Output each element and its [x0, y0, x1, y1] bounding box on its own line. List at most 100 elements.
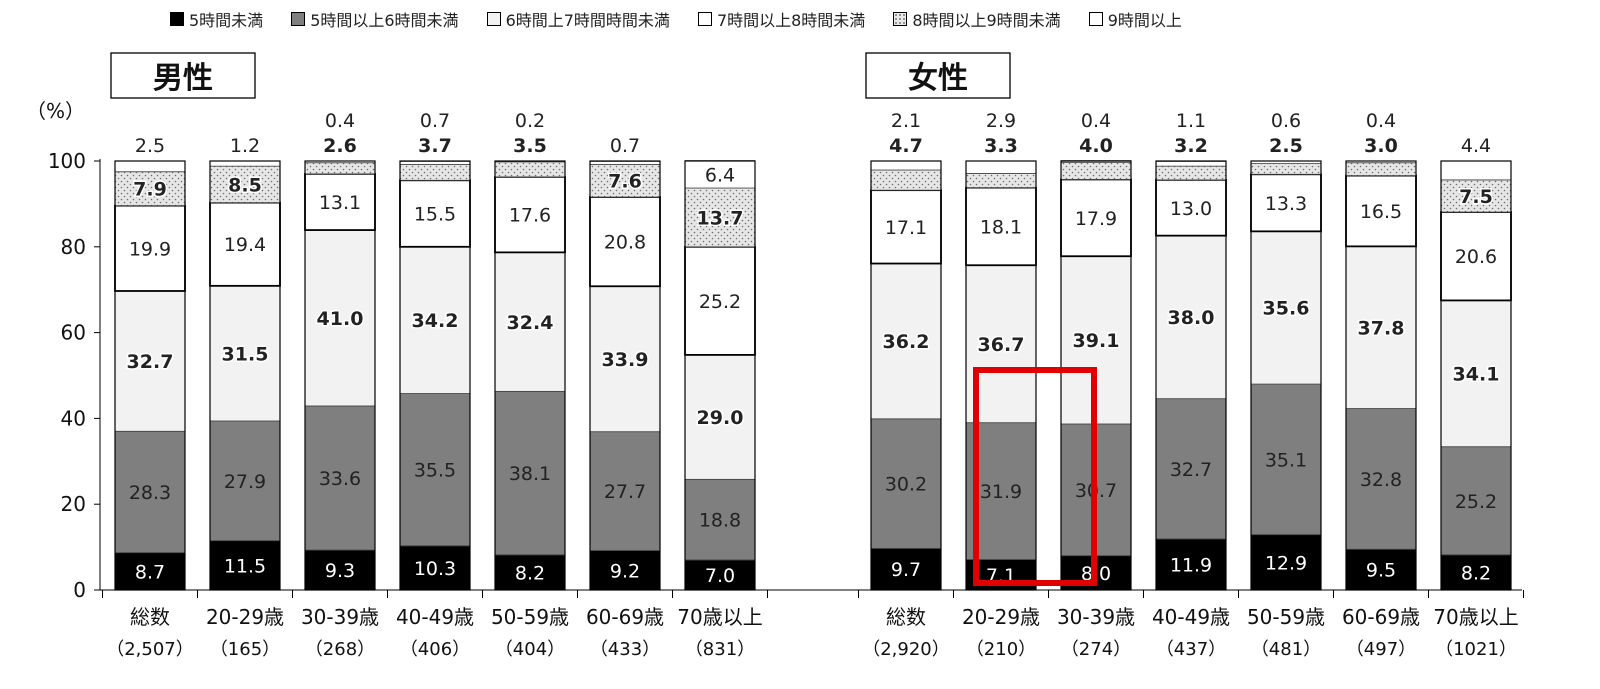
data-label: 0.7 [610, 135, 640, 157]
data-label: 25.2 [699, 291, 741, 313]
data-label: 29.0 [697, 407, 744, 429]
bar-segment-s7 [1440, 300, 1512, 448]
x-category-n: （165） [210, 639, 280, 660]
data-label: 9.3 [325, 560, 355, 582]
data-label: 3.0 [1364, 135, 1398, 157]
bar-segment-s8 [1155, 178, 1227, 237]
bar-outline [1060, 160, 1132, 591]
data-label: 3.2 [1174, 135, 1208, 157]
data-label: 39.1 [1073, 330, 1120, 352]
x-category-label: 総数 [130, 605, 170, 629]
bar-segment-s7 [304, 229, 376, 407]
data-label: 4.0 [1079, 135, 1113, 157]
data-label: 20.8 [604, 232, 646, 254]
bar-segment-s5 [1250, 534, 1322, 591]
bar-segment-s9 [1060, 161, 1132, 180]
legend-item-s10: 9時間以上 [1088, 7, 1182, 31]
data-label: 7.5 [1459, 186, 1493, 208]
data-label: 11.5 [224, 555, 266, 577]
data-label: 17.6 [509, 205, 551, 227]
data-label: 16.5 [1360, 201, 1402, 223]
data-label: 35.1 [1265, 449, 1307, 471]
data-label: 11.9 [1170, 554, 1212, 576]
x-category-label: 50-59歳 [1247, 605, 1325, 629]
bar-outline [965, 160, 1037, 591]
data-label: 7.9 [133, 179, 167, 201]
bar-segment-s9 [494, 161, 566, 178]
x-category-label: 40-49歳 [396, 605, 474, 629]
x-category-label: 60-69歳 [1342, 605, 1420, 629]
legend-swatch-s7 [486, 12, 501, 26]
data-label: 3.7 [418, 135, 452, 157]
bar-segment-s9 [684, 187, 756, 248]
bar-outline [494, 160, 566, 591]
bar-segment-s8 [494, 175, 566, 254]
data-label: 33.9 [602, 349, 649, 371]
bar-segment-s7 [494, 251, 566, 392]
bar-outline [1345, 160, 1417, 591]
bar-segment-s7 [870, 263, 942, 420]
bar-segment-s10 [1440, 160, 1512, 181]
data-label: 8.5 [228, 174, 262, 196]
bar-segment-s9 [870, 169, 942, 191]
data-label: 2.9 [986, 110, 1016, 132]
bar-segment-s6 [304, 405, 376, 551]
bar-segment-s7 [1250, 230, 1322, 385]
bar-segment-s5 [209, 540, 281, 591]
bar-segment-s7 [589, 285, 661, 433]
bar-segment-s6 [494, 390, 566, 556]
data-label: 18.8 [699, 510, 741, 532]
legend-label: 5時間以上6時間未満 [310, 11, 459, 30]
data-label: 2.5 [1269, 135, 1303, 157]
legend: 5時間未満 5時間以上6時間未満 6時間上7時間時間未満 7時間以上8時間未満 8時間以… [170, 6, 1210, 32]
data-label: 38.1 [509, 463, 551, 485]
x-category-n: （2,507） [106, 639, 194, 660]
legend-swatch-s8 [697, 12, 712, 26]
data-label: 3.3 [984, 135, 1018, 157]
data-label: 25.2 [1455, 491, 1497, 513]
bar-segment-s10 [589, 161, 661, 165]
data-label: 13.1 [319, 192, 361, 214]
bar-segment-s5 [684, 559, 756, 591]
data-label: 0.6 [1271, 110, 1301, 132]
y-tick-label: 40 [61, 406, 86, 430]
data-label: 7.0 [705, 565, 735, 587]
x-category-n: （268） [305, 639, 375, 660]
x-category-n: （1021） [1435, 639, 1517, 660]
bar-segment-s10 [114, 160, 186, 173]
y-axis-unit-label: （%） [26, 99, 85, 123]
data-label: 0.4 [1081, 110, 1111, 132]
bar-segment-s7 [684, 354, 756, 480]
x-category-label: 70歳以上 [1433, 605, 1518, 629]
bar-segment-s5 [870, 547, 942, 591]
x-category-n: （210） [966, 639, 1036, 660]
data-label: 18.1 [980, 216, 1022, 238]
bar-outline [1250, 160, 1322, 591]
legend-label: 6時間上7時間時間未満 [505, 11, 670, 30]
x-category-label: 60-69歳 [586, 605, 664, 629]
legend-item-s9: 8時間以上9時間未満 [893, 7, 1061, 31]
bar-segment-s10 [965, 160, 1037, 174]
data-label: 8.2 [1461, 562, 1491, 584]
data-label: 1.2 [230, 135, 260, 157]
x-category-label: 20-29歳 [962, 605, 1040, 629]
group-title-box [865, 52, 1011, 99]
bar-segment-s6 [399, 393, 471, 547]
x-category-n: （437） [1156, 639, 1226, 660]
data-label: 2.5 [135, 135, 165, 157]
legend-swatch-s5 [170, 12, 184, 26]
y-tick-label: 80 [61, 235, 86, 259]
data-label: 36.2 [883, 331, 930, 353]
data-label: 27.7 [604, 481, 646, 503]
data-label: 2.1 [891, 110, 921, 132]
data-label: 0.7 [420, 110, 450, 132]
bar-segment-s6 [209, 420, 281, 542]
data-label: 9.5 [1366, 560, 1396, 582]
bar-outline [399, 160, 471, 591]
data-label: 31.5 [222, 343, 269, 365]
x-category-n: （831） [685, 639, 755, 660]
x-category-n: （481） [1251, 639, 1321, 660]
bar-outline [304, 160, 376, 591]
data-label: 32.7 [127, 351, 174, 373]
x-category-label: 40-49歳 [1152, 605, 1230, 629]
